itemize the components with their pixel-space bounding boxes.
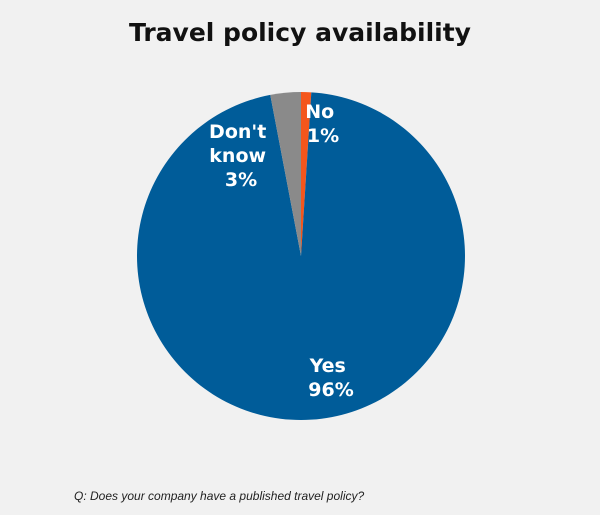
slice-label-yes-value: 96% <box>308 379 353 401</box>
survey-question: Q: Does your company have a published tr… <box>74 489 365 503</box>
slice-label-no-name: No <box>305 101 334 123</box>
chart-title: Travel policy availability <box>129 18 471 47</box>
slice-label-yes: Yes 96% <box>308 355 353 401</box>
slice-label-dont-know-line1: Don't <box>209 121 266 143</box>
pie-slices <box>136 91 465 420</box>
slice-label-no: No 1% <box>305 101 341 147</box>
pie-slice-yes <box>136 92 465 420</box>
pie-slice-no <box>301 91 312 256</box>
slice-label-no-value: 1% <box>307 125 339 147</box>
slice-label-dont-know-value: 3% <box>225 169 257 191</box>
slice-label-dont-know: Don't know 3% <box>209 121 273 191</box>
slice-label-dont-know-line2: know <box>209 145 266 167</box>
slice-label-yes-name: Yes <box>309 355 346 377</box>
pie-slice-don-t-know <box>270 92 301 256</box>
